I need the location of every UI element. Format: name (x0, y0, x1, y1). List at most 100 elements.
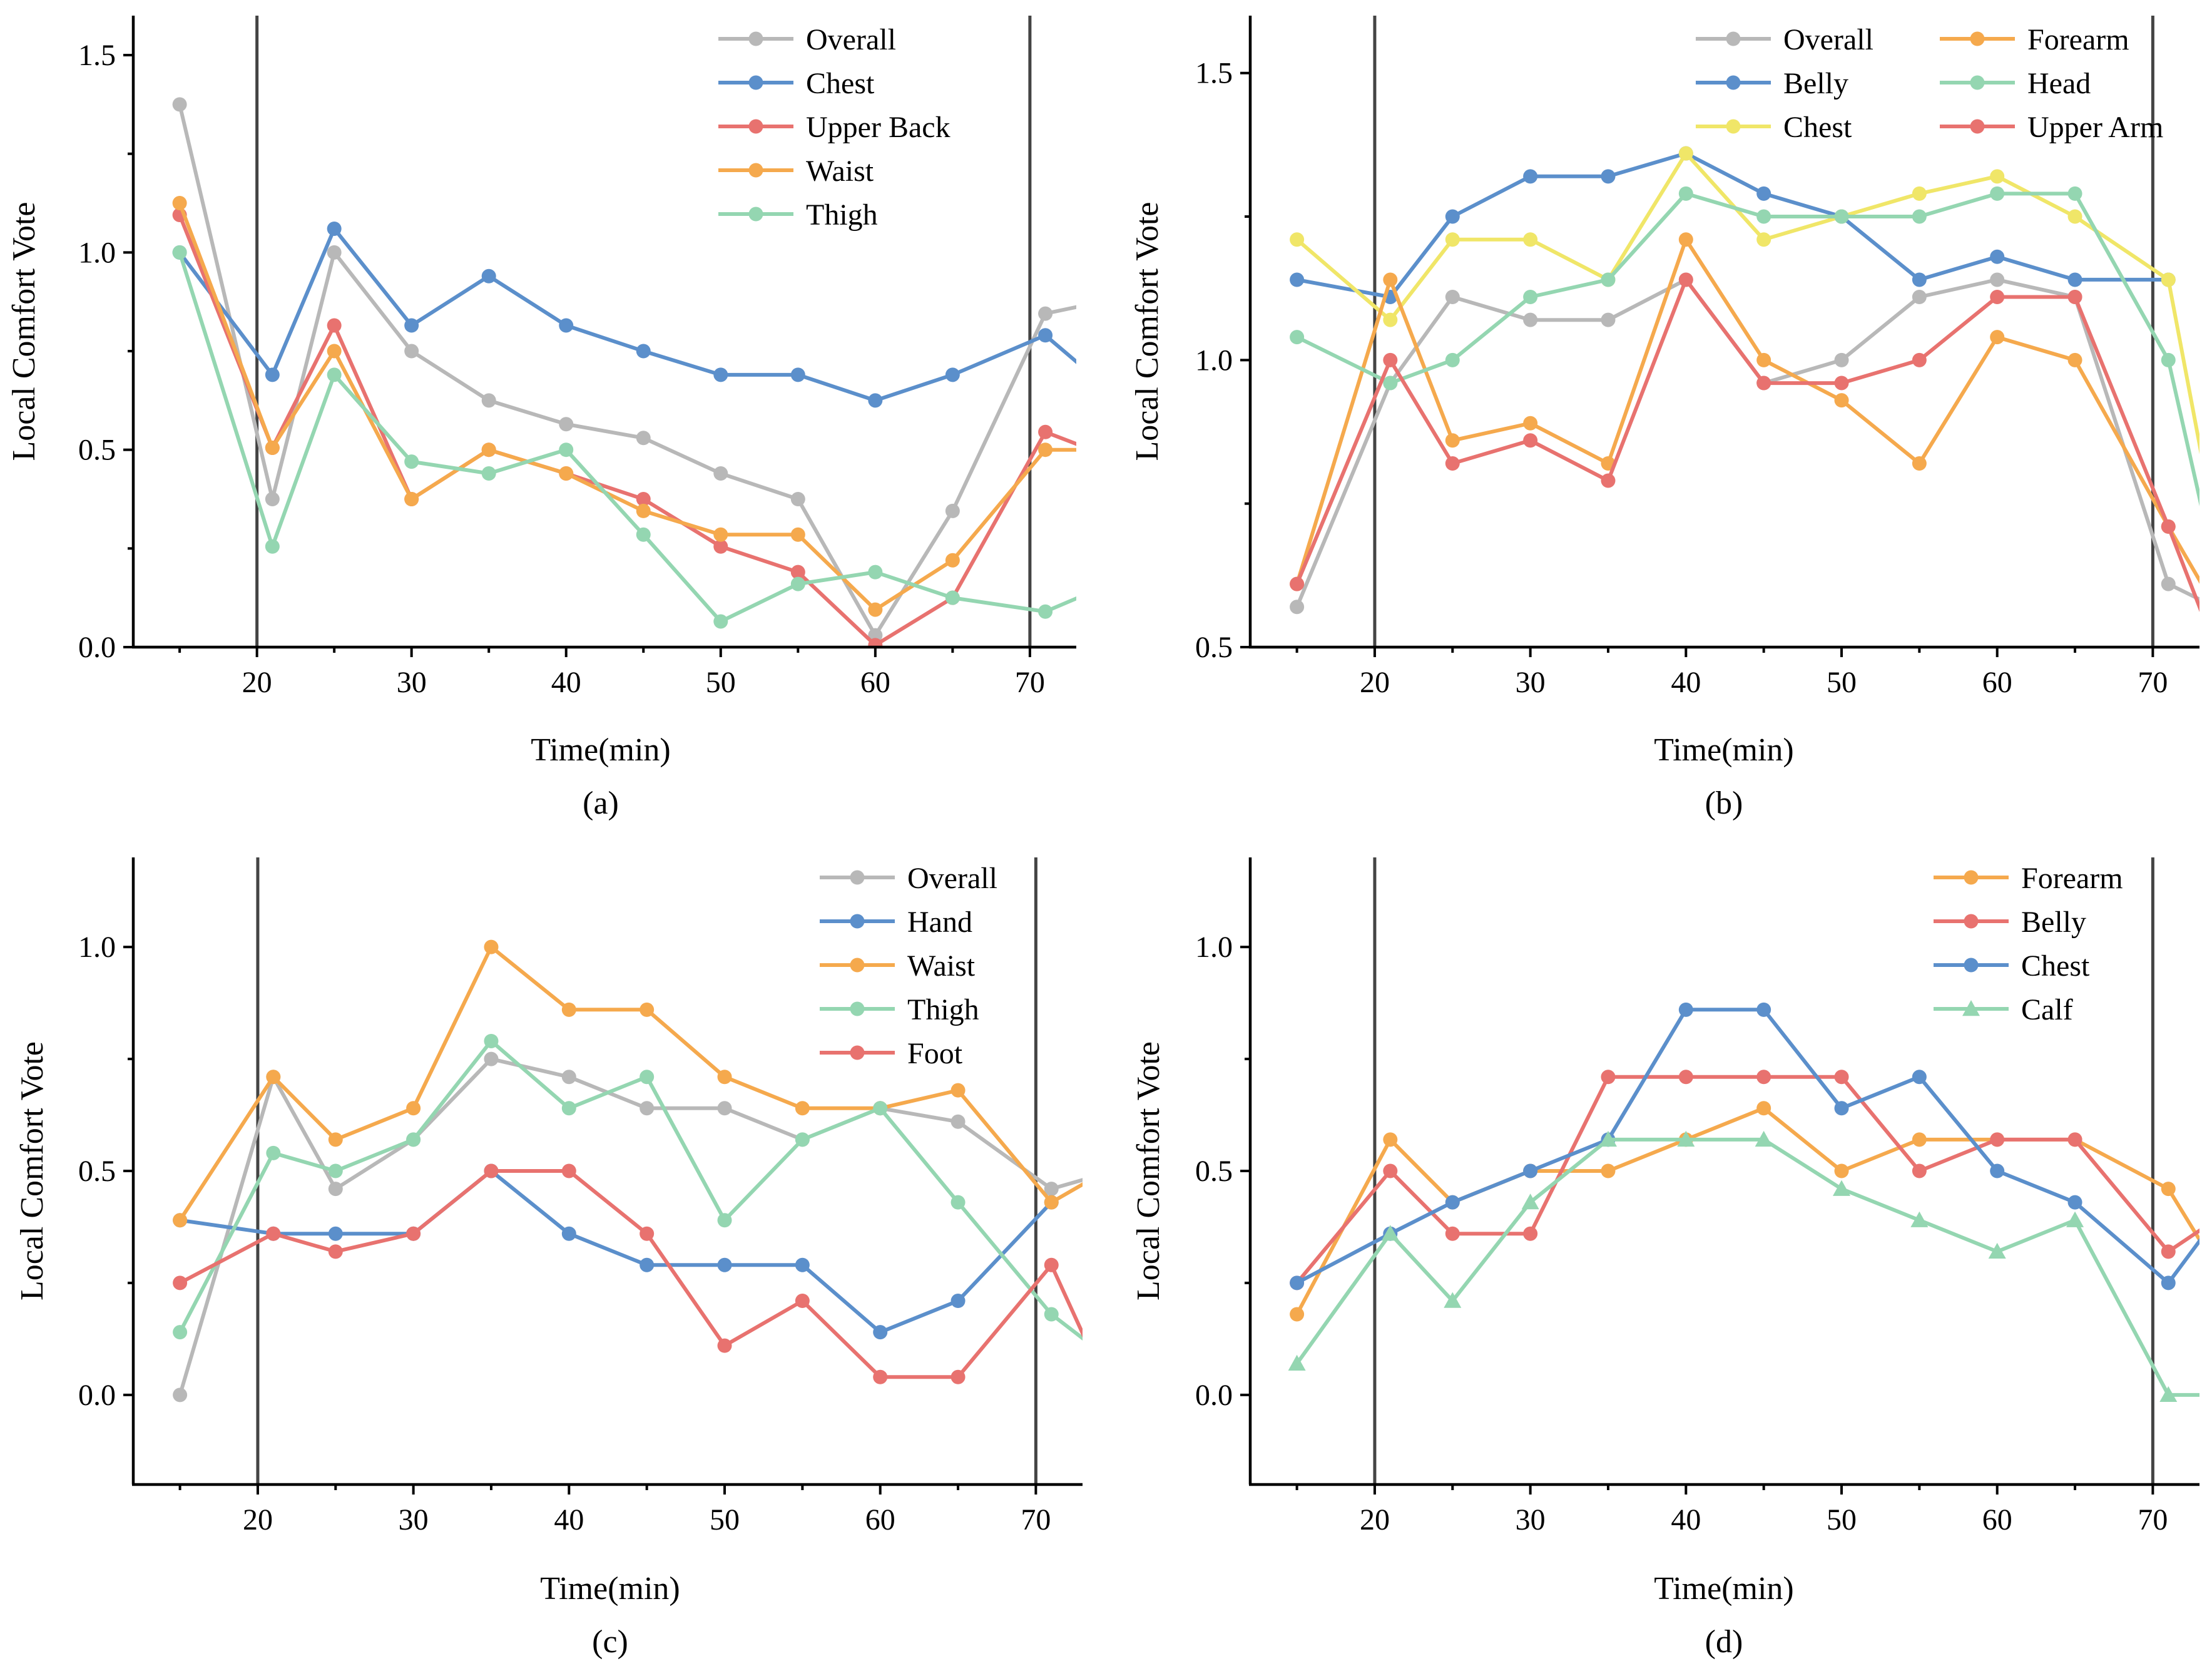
data-point (790, 492, 805, 507)
plot-area (173, 939, 1083, 1403)
data-point (636, 527, 651, 542)
data-point (1523, 169, 1538, 184)
legend-item-thigh: Thigh (718, 198, 878, 232)
data-point (717, 1213, 732, 1228)
data-point (868, 602, 883, 617)
panel-label: (c) (592, 1624, 628, 1660)
data-point (795, 1101, 810, 1116)
legend-item-foot: Foot (820, 1037, 963, 1070)
legend: Overall Hand Waist Thigh Foot (820, 862, 997, 1070)
data-point (1678, 232, 1693, 247)
data-point (636, 503, 651, 518)
data-point (1599, 1130, 1617, 1147)
data-point (265, 441, 280, 456)
data-point (1988, 1242, 2006, 1259)
legend-label: Chest (1783, 111, 1852, 144)
x-axis-title: Time(min) (1654, 732, 1793, 768)
data-point (484, 1051, 499, 1066)
y-tick-label: 1.5 (78, 39, 116, 72)
data-point (713, 539, 728, 554)
data-point (481, 442, 496, 457)
data-point (1678, 1070, 1693, 1085)
data-point (1444, 1292, 1462, 1308)
data-point (951, 1369, 966, 1384)
x-tick-label: 60 (1982, 1503, 2012, 1536)
data-point (1445, 209, 1460, 224)
data-point (2208, 560, 2212, 574)
data-point (1601, 272, 1616, 287)
data-point (173, 1325, 188, 1340)
data-point (795, 1294, 810, 1309)
data-point (1038, 424, 1053, 439)
data-point (2208, 600, 2212, 614)
data-point (1084, 442, 1099, 457)
data-point (406, 1226, 421, 1241)
legend-label: Calf (2021, 993, 2073, 1026)
legend-marker (1964, 870, 1979, 885)
legend-item-forearm: Forearm (1934, 862, 2123, 895)
x-axis-title: Time(min) (531, 732, 670, 768)
data-point (1912, 1163, 1927, 1178)
data-point (1290, 1275, 1305, 1290)
data-point (1990, 1132, 2005, 1147)
legend-marker (1970, 75, 1985, 90)
series-head (1290, 186, 2212, 574)
data-point (1756, 186, 1771, 201)
data-point (1912, 209, 1927, 224)
legend-label: Waist (806, 155, 874, 188)
legend-marker (1726, 75, 1741, 90)
legend-label: Chest (806, 67, 875, 100)
y-tick-label: 0.5 (1195, 1155, 1233, 1188)
data-point (1990, 249, 2005, 264)
data-point (1990, 330, 2005, 345)
series-thigh (173, 1033, 1083, 1341)
legend-marker (748, 119, 763, 134)
data-point (484, 939, 499, 954)
data-point (1038, 328, 1053, 343)
legend-label: Upper Back (806, 111, 951, 144)
data-point (2067, 272, 2082, 287)
data-point (327, 245, 342, 260)
legend-label: Upper Arm (2027, 111, 2163, 144)
data-point (1044, 1182, 1059, 1197)
data-point (327, 318, 342, 333)
legend-marker (748, 163, 763, 178)
data-point (713, 466, 728, 481)
data-point (1990, 272, 2005, 287)
series-line-upper-back (178, 214, 1076, 647)
panel-a: 20 30 40 50 60 70 0.0 0.5 1.0 1.5 Time(min) Local C… (6, 16, 1099, 821)
legend-label: Overall (907, 862, 997, 895)
data-point (1833, 1180, 1851, 1196)
series-hand (173, 1163, 1059, 1340)
data-point (868, 565, 883, 580)
data-point (1445, 1195, 1460, 1210)
data-point (1523, 232, 1538, 247)
x-tick-label: 30 (397, 666, 427, 699)
x-tick-label: 30 (1516, 666, 1546, 699)
x-tick-label: 60 (860, 666, 890, 699)
legend-item-chest: Chest (1934, 949, 2090, 983)
y-tick-label: 0.0 (78, 1379, 116, 1412)
y-axis-title: Local Comfort Vote (1129, 202, 1165, 461)
series-overall (1290, 272, 2199, 615)
data-point (1523, 1163, 1538, 1178)
data-point (561, 1226, 576, 1241)
x-tick-label: 50 (706, 666, 736, 699)
data-point (2161, 1244, 2176, 1259)
series-line-waist (178, 202, 1076, 612)
data-point (2206, 1386, 2212, 1402)
data-point (2067, 186, 2082, 201)
data-point (559, 318, 574, 333)
data-point (1445, 289, 1460, 304)
data-point (1834, 1163, 1849, 1178)
data-point (2159, 1386, 2178, 1403)
data-point (1912, 272, 1927, 287)
data-point (266, 1226, 281, 1241)
data-point (404, 454, 419, 469)
data-point (945, 503, 960, 518)
data-point (873, 1325, 888, 1340)
series-line-belly (1295, 1075, 2199, 1284)
data-point (266, 1070, 281, 1085)
legend-marker (1726, 119, 1741, 134)
